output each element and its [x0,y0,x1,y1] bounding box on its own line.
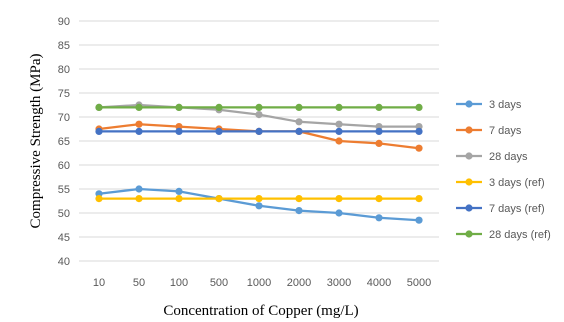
data-point [375,139,383,147]
x-tick-label: 1000 [247,277,271,289]
x-tick-label: 50 [133,277,145,289]
data-point [375,127,383,135]
legend-marker [465,178,473,186]
legend-item: 7 days [456,125,522,137]
data-point [415,195,423,203]
x-tick-label: 4000 [367,277,391,289]
legend-item: 3 days [456,99,522,111]
legend-label: 28 days [489,151,528,163]
data-point [175,127,183,135]
y-tick-label: 75 [58,88,70,100]
data-point [175,187,183,195]
y-tick-label: 60 [58,160,70,172]
x-tick-label: 3000 [327,277,351,289]
y-tick-label: 65 [58,136,70,148]
data-point [95,127,103,135]
legend-label: 7 days [489,125,522,137]
data-point [215,127,223,135]
data-point [95,195,103,203]
x-axis-title: Concentration of Copper (mg/L) [163,303,358,319]
x-tick-label: 5000 [407,277,431,289]
x-tick-label: 100 [170,277,188,289]
data-point [135,127,143,135]
data-point [335,120,343,128]
data-point [255,103,263,111]
legend-item: 7 days (ref) [456,203,545,215]
x-axis-ticks: 10 50 100 500 1000 2000 3000 4000 5000 [93,277,431,289]
data-point [255,127,263,135]
legend: 3 days 7 days 28 days 3 days (ref) 7 days (r… [456,99,551,241]
data-point [335,137,343,145]
legend-marker [465,204,473,212]
data-point [175,195,183,203]
data-point [135,120,143,128]
data-point [415,103,423,111]
x-tick-label: 2000 [287,277,311,289]
x-tick-label: 500 [210,277,228,289]
y-tick-label: 80 [58,64,70,76]
data-point [415,144,423,152]
y-axis-ticks: 40 45 50 55 60 65 70 75 80 85 90 [58,16,70,268]
data-point [175,103,183,111]
data-point [215,103,223,111]
y-tick-label: 70 [58,112,70,124]
data-point [295,207,303,215]
legend-marker [465,100,473,108]
data-point [415,216,423,224]
data-point [335,209,343,217]
data-point [295,195,303,203]
data-point [255,202,263,210]
data-point [295,127,303,135]
series [95,185,423,224]
legend-label: 28 days (ref) [489,229,551,241]
series [95,195,423,203]
series [95,127,423,135]
series-lines [95,101,423,224]
data-point [335,103,343,111]
legend-marker [465,230,473,238]
y-tick-label: 40 [58,256,70,268]
y-tick-label: 45 [58,232,70,244]
data-point [295,103,303,111]
series [95,103,423,111]
data-point [335,195,343,203]
legend-item: 28 days (ref) [456,229,551,241]
legend-marker [465,152,473,160]
legend-item: 28 days [456,151,528,163]
data-point [415,127,423,135]
data-point [215,195,223,203]
legend-label: 3 days (ref) [489,177,545,189]
legend-label: 3 days [489,99,522,111]
data-point [135,103,143,111]
legend-label: 7 days (ref) [489,203,545,215]
y-tick-label: 50 [58,208,70,220]
y-tick-label: 55 [58,184,70,196]
x-tick-label: 10 [93,277,105,289]
data-point [375,103,383,111]
data-point [375,195,383,203]
data-point [255,111,263,119]
data-point [95,103,103,111]
gridlines [79,20,439,262]
legend-item: 3 days (ref) [456,177,545,189]
data-point [255,195,263,203]
y-tick-label: 90 [58,16,70,28]
data-point [335,127,343,135]
data-point [135,185,143,193]
y-tick-label: 85 [58,40,70,52]
data-point [135,195,143,203]
y-axis-title: Compressive Strength (MPa) [28,54,44,229]
data-point [375,214,383,222]
legend-marker [465,126,473,134]
data-point [295,118,303,126]
